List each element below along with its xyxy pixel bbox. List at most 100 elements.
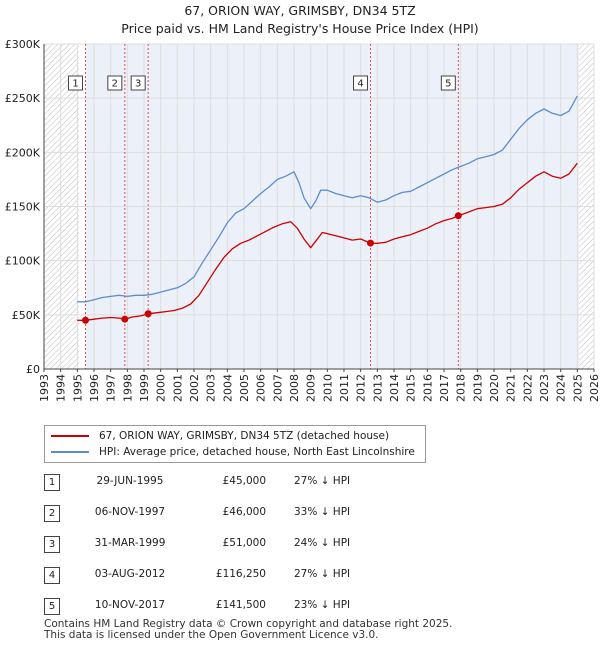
table-row: 2 06-NOV-1997 £46,000 33% ↓ HPI xyxy=(44,505,464,525)
x-tick-label-1994: 1994 xyxy=(55,374,68,402)
sale-number-badge: 2 xyxy=(44,505,60,522)
legend-swatch-hpi xyxy=(51,451,89,453)
x-tick-label-1997: 1997 xyxy=(105,374,118,402)
gridlines xyxy=(43,43,595,370)
x-tick-label-2009: 2009 xyxy=(305,374,318,402)
sale-number-badge: 5 xyxy=(44,598,60,615)
x-tick-label-2015: 2015 xyxy=(405,374,418,402)
table-row: 1 29-JUN-1995 £45,000 27% ↓ HPI xyxy=(44,474,464,494)
sale-marker-box-2 xyxy=(107,75,123,91)
y-tick-label-250000: £250K xyxy=(5,92,41,105)
y-tick-labels: £0 £50K £100K £150K £200K £250K £300K xyxy=(5,38,41,376)
sale-point-2 xyxy=(121,315,129,323)
property-series-line xyxy=(77,162,578,321)
y-tick-label-100000: £100K xyxy=(5,255,41,268)
x-tick-label-1995: 1995 xyxy=(71,374,84,402)
x-tick-label-2001: 2001 xyxy=(171,374,184,402)
table-row: 5 10-NOV-2017 £141,500 23% ↓ HPI xyxy=(44,598,464,618)
y-tick-label-0: £0 xyxy=(26,363,40,376)
sale-point-4 xyxy=(367,239,374,247)
sale-point-1 xyxy=(82,316,89,324)
x-tick-label-2014: 2014 xyxy=(388,374,401,402)
footer-attribution: Contains HM Land Registry data © Crown c… xyxy=(44,619,452,641)
sale-date: 31-MAR-1999 xyxy=(94,537,166,549)
x-tick-label-2021: 2021 xyxy=(505,374,518,402)
x-tick-label-2010: 2010 xyxy=(321,374,334,402)
x-tick-label-2003: 2003 xyxy=(205,374,218,402)
x-tick-label-2002: 2002 xyxy=(188,374,201,402)
sale-number-badge: 4 xyxy=(44,567,60,584)
x-tick-label-2017: 2017 xyxy=(438,374,451,402)
sale-points xyxy=(82,212,462,324)
x-tick-label-2020: 2020 xyxy=(488,374,501,402)
x-tick-label-1993: 1993 xyxy=(38,374,51,402)
y-tick-label-200000: £200K xyxy=(5,146,41,159)
sale-hpi-diff: 27% ↓ HPI xyxy=(294,568,351,580)
hpi-series-line xyxy=(77,95,578,303)
y-tick-label-150000: £150K xyxy=(5,201,41,214)
table-row: 4 03-AUG-2012 £116,250 27% ↓ HPI xyxy=(44,567,464,587)
sale-date: 03-AUG-2012 xyxy=(94,568,166,580)
sale-marker-label-2: 2 xyxy=(112,79,118,90)
sale-hpi-diff: 27% ↓ HPI xyxy=(294,475,351,487)
sale-price: £46,000 xyxy=(222,506,266,518)
axes xyxy=(43,44,594,370)
sale-price: £45,000 xyxy=(222,475,266,487)
sale-price: £51,000 xyxy=(222,537,266,549)
x-tick-label-1998: 1998 xyxy=(121,374,134,402)
x-tick-label-2019: 2019 xyxy=(471,374,484,402)
sale-date: 06-NOV-1997 xyxy=(94,506,166,518)
sale-hpi-diff: 33% ↓ HPI xyxy=(294,506,351,518)
title-line-1: 67, ORION WAY, GRIMSBY, DN34 5TZ xyxy=(184,3,416,18)
sale-marker-label-3: 3 xyxy=(135,79,141,90)
y-tick-label-50000: £50K xyxy=(12,309,41,322)
sale-marker-label-5: 5 xyxy=(445,79,451,90)
footer-line-1: Contains HM Land Registry data © Crown c… xyxy=(44,618,453,630)
legend-label-hpi: HPI: Average price, detached house, Nort… xyxy=(99,446,415,458)
y-tick-label-300000: £300K xyxy=(5,38,41,51)
x-tick-label-2008: 2008 xyxy=(288,374,301,402)
sale-hpi-diff: 23% ↓ HPI xyxy=(294,599,351,611)
legend-label-property: 67, ORION WAY, GRIMSBY, DN34 5TZ (detach… xyxy=(99,430,390,442)
sale-point-3 xyxy=(144,310,152,318)
x-tick-label-2005: 2005 xyxy=(238,374,251,402)
x-tick-label-2004: 2004 xyxy=(221,374,234,402)
title-line-2: Price paid vs. HM Land Registry's House … xyxy=(121,21,479,36)
x-tick-label-2016: 2016 xyxy=(421,374,434,402)
sale-date: 10-NOV-2017 xyxy=(94,599,166,611)
sale-date: 29-JUN-1995 xyxy=(96,475,164,487)
chart-title: 67, ORION WAY, GRIMSBY, DN34 5TZ Price p… xyxy=(0,2,600,38)
x-tick-label-2000: 2000 xyxy=(155,374,168,402)
x-tick-labels: 1993 1994 1995 1996 1997 1998 1999 2000 2001 2002… xyxy=(38,369,600,402)
price-chart: 1 2 3 4 5 £0 £50K £100K £150K £200K £250K £300K 19… xyxy=(5,38,600,402)
table-row: 3 31-MAR-1999 £51,000 24% ↓ HPI xyxy=(44,536,464,556)
x-tick-label-2011: 2011 xyxy=(338,374,351,402)
sale-number-markers: 1 2 3 4 5 xyxy=(68,75,456,91)
footer-line-2: This data is licensed under the Open Gov… xyxy=(44,629,379,641)
x-tick-label-2025: 2025 xyxy=(571,374,584,402)
series-lines xyxy=(77,95,578,321)
sale-marker-box-4 xyxy=(353,75,368,91)
sale-point-5 xyxy=(454,212,462,220)
sale-marker-label-4: 4 xyxy=(357,79,363,90)
legend: 67, ORION WAY, GRIMSBY, DN34 5TZ (detach… xyxy=(44,425,426,463)
x-tick-label-2012: 2012 xyxy=(355,374,368,402)
x-tick-label-2018: 2018 xyxy=(455,374,468,402)
x-tick-label-1999: 1999 xyxy=(138,374,151,402)
sale-price: £116,250 xyxy=(215,568,266,580)
x-tick-label-2022: 2022 xyxy=(521,374,534,402)
x-tick-label-2006: 2006 xyxy=(255,374,268,402)
sale-marker-box-3 xyxy=(130,75,146,91)
sale-marker-box-5 xyxy=(440,75,456,91)
sale-price: £141,500 xyxy=(215,599,266,611)
legend-item-hpi: HPI: Average price, detached house, Nort… xyxy=(51,444,415,460)
x-tick-label-2023: 2023 xyxy=(538,374,551,402)
x-tick-label-1996: 1996 xyxy=(88,374,101,402)
sale-hpi-diff: 24% ↓ HPI xyxy=(294,537,351,549)
sale-number-badge: 3 xyxy=(44,536,60,553)
legend-swatch-property xyxy=(51,435,89,437)
x-tick-label-2024: 2024 xyxy=(555,374,568,402)
x-tick-label-2007: 2007 xyxy=(271,374,284,402)
x-tick-label-2026: 2026 xyxy=(588,374,600,402)
sale-marker-box-1 xyxy=(68,75,83,91)
